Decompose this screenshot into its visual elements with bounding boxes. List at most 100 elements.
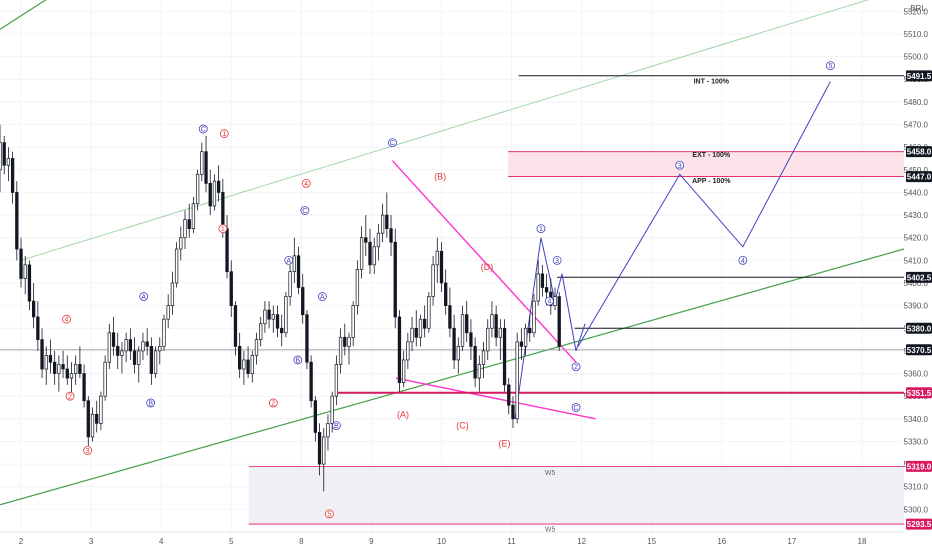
candle-down <box>145 341 149 347</box>
candle-up <box>498 327 503 338</box>
candle-up <box>288 271 292 297</box>
price-tag-label: 5447.0 <box>907 173 932 182</box>
candle-up <box>355 269 360 306</box>
price-tag-label: 5319.0 <box>907 462 932 471</box>
candle-down <box>40 339 44 370</box>
wave-label: B <box>148 400 153 407</box>
ext-zone <box>508 151 904 177</box>
wave-label: 5 <box>327 511 331 518</box>
wave-label: 2 <box>271 400 275 407</box>
price-tag-label: 5370.5 <box>907 346 932 355</box>
wave-label: (C) <box>456 421 469 431</box>
wave-label-circle <box>293 355 303 365</box>
candle-up <box>523 327 528 347</box>
candle-up <box>153 350 158 374</box>
price-tick-label: 5300.0 <box>904 505 929 514</box>
candle-down <box>557 296 561 347</box>
wave-label-circle <box>317 292 327 301</box>
candle-up <box>23 264 27 279</box>
wave-label: B <box>295 357 300 364</box>
candle-down <box>494 314 498 338</box>
candle-up <box>99 395 103 424</box>
candle-up <box>158 346 162 352</box>
candle-up <box>124 339 128 352</box>
wave-label-circle <box>571 362 581 372</box>
time-tick-label: 12 <box>577 537 586 546</box>
wave-label: 4 <box>741 258 745 265</box>
candle-down <box>19 248 23 279</box>
candle-down <box>204 151 208 184</box>
time-tick-label: 17 <box>787 537 796 546</box>
wave-label: A <box>141 294 146 301</box>
wave-label: 3 <box>678 163 682 170</box>
wave-label: 2 <box>68 394 72 401</box>
wave-label-circle <box>284 255 294 265</box>
grid <box>0 0 904 532</box>
candle-down <box>296 255 301 288</box>
candle-down <box>65 368 69 379</box>
candle-down <box>397 316 402 383</box>
candle-up <box>338 336 343 365</box>
price-tag-label: 5293.5 <box>907 520 932 529</box>
time-tick-label: 15 <box>647 537 656 546</box>
candle-down <box>414 327 418 338</box>
price-tag-label: 5491.5 <box>907 72 932 81</box>
candle-up <box>418 318 423 338</box>
time-axis[interactable]: 2 3 4 5 8 9 10 11 12 15 16 17 18 <box>0 531 932 550</box>
wedge-top <box>391 160 577 363</box>
zone-label: APP - 100% <box>692 178 731 185</box>
micro-wave <box>514 237 586 419</box>
w5-zone <box>248 466 904 525</box>
candle-down <box>507 384 511 406</box>
candle-up <box>44 355 48 370</box>
time-tick-label: 2 <box>19 537 24 546</box>
candle-up <box>456 346 460 361</box>
candle-up <box>284 296 288 334</box>
candle-up <box>69 373 74 379</box>
time-tick-label: 18 <box>858 537 867 546</box>
price-tag <box>906 387 932 399</box>
wave-label-circle <box>300 206 310 215</box>
zone-label: W5 <box>545 527 556 534</box>
price-tags: 5491.5 5458.0 5447.0 5402.5 5380.0 5370.5 5351… <box>906 70 932 530</box>
candle-down <box>452 327 456 361</box>
channel-upper-dark <box>0 0 47 30</box>
price-tag <box>906 146 932 158</box>
price-tick-label: 5440.0 <box>904 188 929 197</box>
wave-label-circle <box>826 61 835 71</box>
wave-label: 5 <box>828 63 832 70</box>
candle-down <box>53 361 57 374</box>
candle-down <box>313 400 318 433</box>
candle-down <box>368 241 372 266</box>
candle-down <box>469 332 473 347</box>
candle-up <box>200 151 204 175</box>
candle-down <box>280 327 284 334</box>
price-tag-label: 5351.5 <box>907 389 932 398</box>
candle-up <box>170 282 175 306</box>
candle-up <box>490 314 494 329</box>
wave-label-circle <box>65 391 75 401</box>
price-tag <box>906 171 932 183</box>
time-tick-label: 9 <box>369 537 374 546</box>
wave-label-circle <box>552 255 562 265</box>
candle-up <box>174 248 179 284</box>
candle-down <box>95 413 99 424</box>
wave-label-circle <box>388 138 397 148</box>
price-tick-label: 5310.0 <box>904 483 929 492</box>
wave-label-circle <box>738 255 748 265</box>
candle-down <box>301 287 305 316</box>
candle-up <box>410 327 414 343</box>
price-tick-label: 5390.0 <box>904 302 929 311</box>
price-tag-label: 5458.0 <box>907 148 932 157</box>
price-tag <box>906 518 932 530</box>
candle-up <box>477 364 481 379</box>
price-tick-label: 5400.0 <box>904 279 929 288</box>
candle-up <box>179 237 183 250</box>
candle-up <box>536 273 540 302</box>
wave-label: C <box>390 140 395 147</box>
price-tick-label: 5470.0 <box>904 121 929 130</box>
candle-up <box>515 341 519 420</box>
candle-down <box>86 400 90 438</box>
candle-down <box>10 158 15 193</box>
